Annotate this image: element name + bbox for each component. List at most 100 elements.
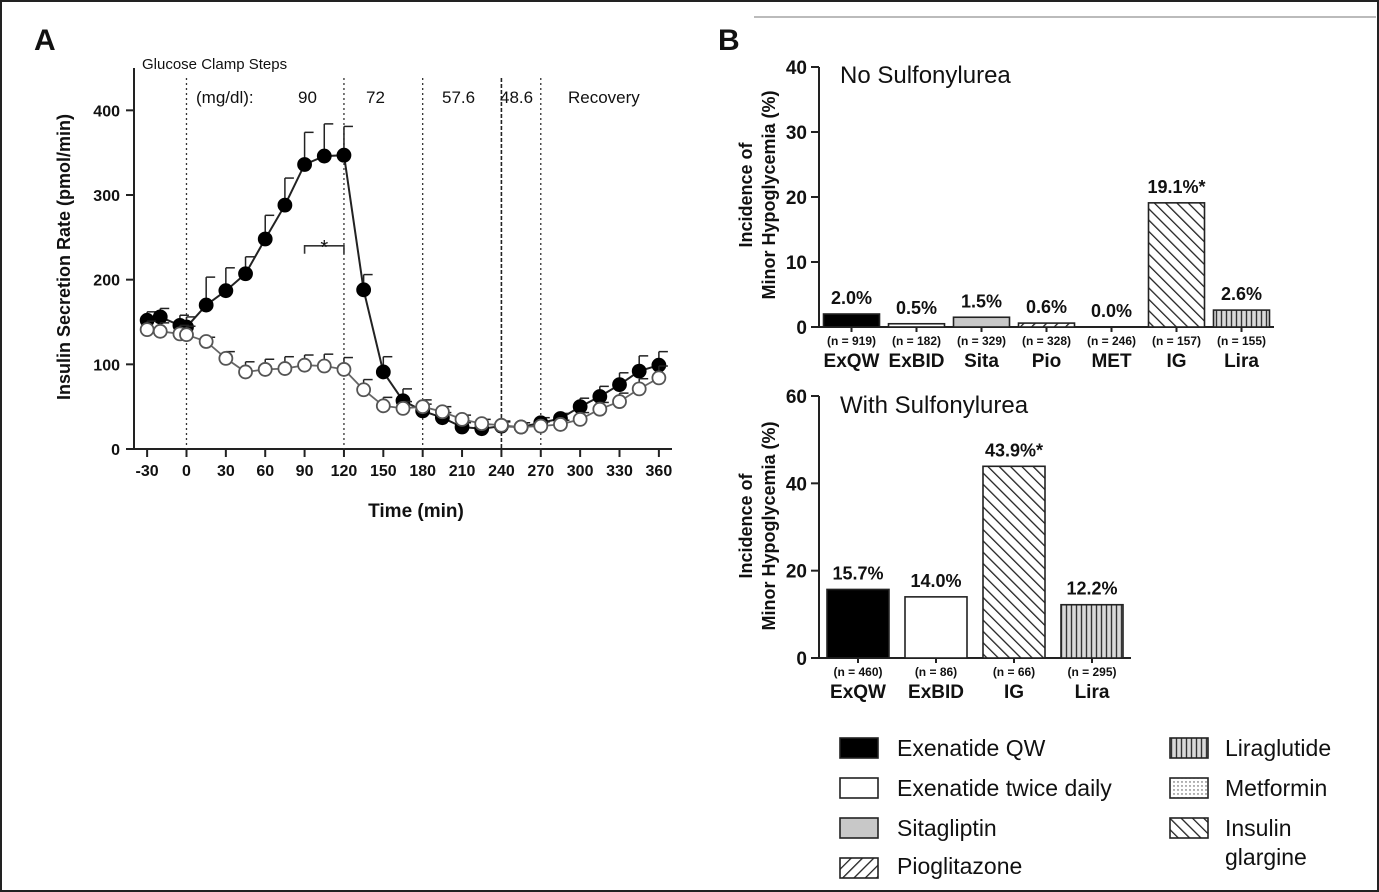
panel-a-x-tick-label: -30 [136, 463, 159, 480]
bar-category-label: Lira [1075, 682, 1110, 703]
panel-a-x-tick-label: 330 [606, 463, 633, 480]
panel-a-x-tick-label: 240 [488, 463, 515, 480]
bar [1147, 202, 1206, 328]
series-filled-line [146, 154, 660, 430]
b-bottom-y-label-line2: Minor Hypoglycemia (%) [759, 421, 779, 630]
bar-chart-y-tick-label: 0 [796, 649, 807, 670]
legend: Exenatide QW Exenatide twice daily Sitag… [839, 735, 1331, 879]
legend-swatch-exbid [839, 777, 879, 799]
bar-n-label: (n = 66) [993, 665, 1035, 679]
bar-category-label: ExBID [889, 351, 945, 372]
panel-a-x-tick-label: 360 [646, 463, 673, 480]
significance-bracket-line [303, 245, 345, 254]
data-point-filled [572, 399, 588, 415]
b-top-y-label-line1: Incidence of [736, 141, 756, 247]
series-open-line [146, 328, 660, 428]
step-label-72: 72 [366, 88, 385, 107]
panel-a-label: A [34, 24, 56, 57]
bar-value-label: 12.2% [1066, 579, 1117, 599]
data-point-open [612, 394, 627, 409]
bar-n-label: (n = 157) [1152, 334, 1201, 348]
legend-label-met: Metformin [1225, 775, 1327, 801]
bar-chart-y-tick-label: 40 [786, 474, 807, 495]
panel-a-x-tick-label: 90 [296, 463, 314, 480]
bar [822, 313, 881, 328]
bar-category-label: IG [1004, 682, 1024, 703]
panel-b-top-chart: 0 10 20 30 40 2.0% (n = 919) ExQW 0.5% (n = 182) E… [786, 58, 1274, 372]
b-top-title: No Sulfonylurea [840, 62, 1011, 89]
bar-chart-y-tick-label: 0 [796, 318, 807, 339]
bar-n-label: (n = 86) [915, 665, 957, 679]
legend-label-ig-line1: Insulin [1225, 815, 1291, 841]
bar-n-label: (n = 919) [827, 334, 876, 348]
bar-value-label: 0.0% [1091, 301, 1132, 321]
bar [982, 465, 1046, 659]
panel-a-x-tick-label: 150 [370, 463, 397, 480]
bar [826, 588, 890, 659]
panel-a-y-tick-label: 0 [111, 442, 120, 459]
data-point-open [316, 358, 332, 374]
data-point-open [198, 334, 214, 349]
data-point-filled [336, 147, 352, 163]
data-point-open [139, 322, 155, 338]
b-bottom-title: With Sulfonylurea [840, 392, 1029, 419]
bar-value-label: 14.0% [910, 571, 961, 591]
data-point-filled [316, 148, 332, 164]
data-point-filled [592, 389, 608, 404]
bar-n-label: (n = 155) [1217, 334, 1266, 348]
data-point-open [533, 418, 549, 434]
bar-n-label: (n = 329) [957, 334, 1006, 348]
bar-chart-y-tick-label: 20 [786, 188, 807, 209]
panel-a-y-tick-label: 100 [93, 357, 120, 374]
bar-value-label: 19.1%* [1147, 177, 1205, 197]
panel-a-x-tick-label: 210 [449, 463, 476, 480]
bar-category-label: ExBID [908, 682, 964, 703]
legend-label-exbid: Exenatide twice daily [897, 775, 1112, 801]
panel-a-x-tick-label: 0 [182, 463, 191, 480]
data-point-filled [218, 283, 234, 299]
bar-n-label: (n = 246) [1087, 334, 1136, 348]
data-point-filled [198, 297, 214, 313]
legend-swatch-lira [1169, 737, 1209, 759]
bar-value-label: 2.0% [831, 288, 872, 308]
data-point-open [474, 416, 490, 432]
panel-a-x-tick-label: 30 [217, 463, 235, 480]
bar-category-label: MET [1091, 351, 1132, 372]
data-point-open [572, 411, 588, 427]
bar-value-label: 15.7% [832, 563, 883, 583]
b-top-y-label-line2: Minor Hypoglycemia (%) [759, 90, 779, 299]
panel-a-x-tick-label: 270 [527, 463, 554, 480]
bar-chart-y-tick-label: 20 [786, 562, 807, 583]
data-point-open [395, 400, 411, 416]
bar-n-label: (n = 460) [833, 665, 882, 679]
data-point-open [277, 361, 293, 376]
bar-chart-y-tick-label: 60 [786, 387, 807, 408]
step-label-recovery: Recovery [568, 88, 640, 107]
bar [1017, 322, 1076, 328]
data-point-open [513, 419, 529, 435]
data-point-filled [356, 282, 372, 298]
data-point-filled [238, 266, 253, 282]
bar-n-label: (n = 295) [1067, 665, 1116, 679]
data-point-open [415, 399, 431, 415]
bar-category-label: ExQW [824, 351, 880, 372]
panel-a-series [139, 123, 668, 437]
significance-marker: * [320, 237, 328, 259]
b-bottom-y-label-line1: Incidence of [736, 472, 756, 578]
data-point-open [152, 323, 168, 339]
panel-a: A 0 100 200 300 400 -30 0 30 60 90 120 150 180 210 240… [34, 24, 672, 522]
panel-b-bottom-chart: 0 20 40 60 15.7% (n = 460) ExQW 14.0% (n = 86) Ex… [786, 387, 1131, 703]
bar [952, 316, 1011, 328]
data-point-open [592, 401, 608, 417]
bar-category-label: Sita [964, 351, 999, 372]
bar-n-label: (n = 182) [892, 334, 941, 348]
bar-category-label: IG [1166, 351, 1186, 372]
glucose-clamp-title: Glucose Clamp Steps [142, 56, 287, 73]
panel-a-y-tick-label: 200 [93, 273, 120, 290]
data-point-open [494, 417, 509, 433]
legend-label-exqw: Exenatide QW [897, 735, 1046, 761]
legend-label-pio: Pioglitazone [897, 853, 1022, 879]
data-point-open [218, 351, 234, 366]
